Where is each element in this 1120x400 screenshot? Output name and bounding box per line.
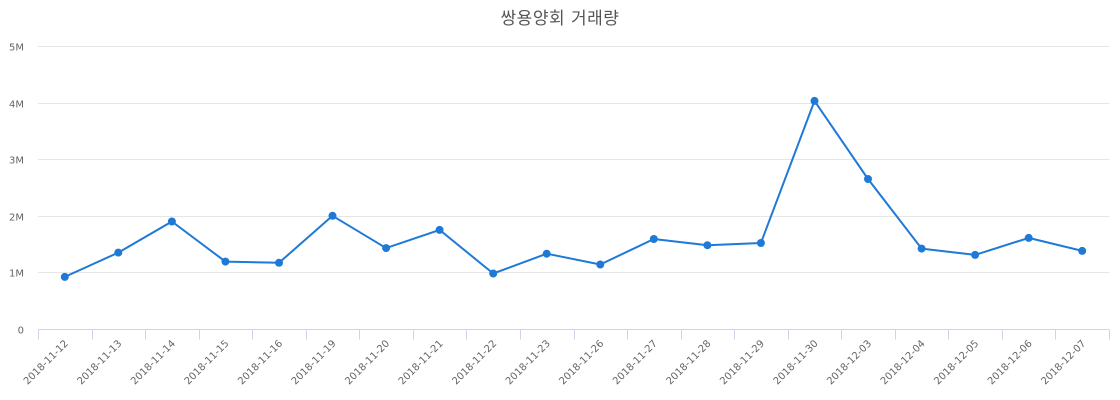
y-tick-label: 2M (9, 213, 24, 224)
data-point-marker[interactable] (221, 257, 230, 266)
data-point-marker[interactable] (60, 272, 69, 281)
x-tick-label: 2018-11-26 (558, 338, 607, 387)
y-gridlines (38, 46, 1109, 273)
data-point-marker[interactable] (167, 217, 176, 226)
data-point-marker[interactable] (328, 211, 337, 220)
x-tick-label: 2018-11-30 (772, 338, 821, 387)
y-tick-label: 4M (9, 100, 24, 111)
data-point-marker[interactable] (435, 225, 444, 234)
x-tick-label: 2018-11-19 (290, 338, 339, 387)
x-tick-label: 2018-12-06 (986, 338, 1035, 387)
data-point-marker[interactable] (649, 235, 658, 243)
y-tick-label: 1M (9, 269, 24, 280)
data-point-marker[interactable] (275, 258, 283, 267)
data-point-marker[interactable] (114, 248, 123, 257)
x-tick-label: 2018-11-29 (718, 338, 767, 387)
y-tick-label: 3M (9, 156, 24, 167)
data-point-marker[interactable] (864, 175, 872, 183)
chart-title: 쌍용양회 거래량 (500, 9, 620, 29)
data-point-marker[interactable] (489, 269, 498, 278)
x-tick-label: 2018-11-23 (504, 338, 553, 387)
data-point-marker[interactable] (703, 241, 712, 250)
x-tick-label: 2018-11-21 (397, 338, 446, 387)
y-tick-label: 0 (18, 326, 24, 337)
x-tick-label: 2018-11-27 (611, 338, 660, 387)
data-point-marker[interactable] (756, 239, 765, 247)
x-tick-label: 2018-12-04 (879, 338, 928, 387)
series-line (63, 99, 1084, 278)
x-tick-label: 2018-12-05 (932, 338, 981, 387)
data-point-marker[interactable] (1024, 233, 1033, 242)
x-tick-label: 2018-11-16 (236, 338, 285, 387)
volume-series (60, 96, 1087, 281)
x-tick-label: 2018-11-14 (129, 338, 178, 387)
y-tick-label: 5M (9, 43, 24, 54)
data-point-marker[interactable] (542, 249, 551, 258)
x-axis-labels: 2018-11-12 2018-11-13 2018-11-14 2018-11-15… (22, 338, 1088, 387)
data-point-marker[interactable] (810, 96, 819, 105)
x-tick-label: 2018-11-28 (665, 338, 714, 387)
y-axis-labels: 0 1M 2M 3M 4M 5M (9, 43, 24, 337)
data-point-marker[interactable] (382, 244, 391, 253)
x-tick-label: 2018-11-15 (183, 338, 232, 387)
x-tick-label: 2018-11-22 (450, 338, 499, 387)
x-tick-label: 2018-12-03 (825, 338, 874, 387)
x-tick-label: 2018-12-07 (1039, 338, 1088, 387)
x-tick-label: 2018-11-12 (22, 338, 71, 387)
x-tick-label: 2018-11-20 (343, 338, 392, 387)
data-point-marker[interactable] (1078, 246, 1087, 255)
x-axis (38, 329, 1110, 340)
x-tick-label: 2018-11-13 (76, 338, 125, 387)
data-point-marker[interactable] (596, 260, 605, 269)
data-point-marker[interactable] (971, 250, 980, 259)
data-point-marker[interactable] (917, 244, 926, 253)
